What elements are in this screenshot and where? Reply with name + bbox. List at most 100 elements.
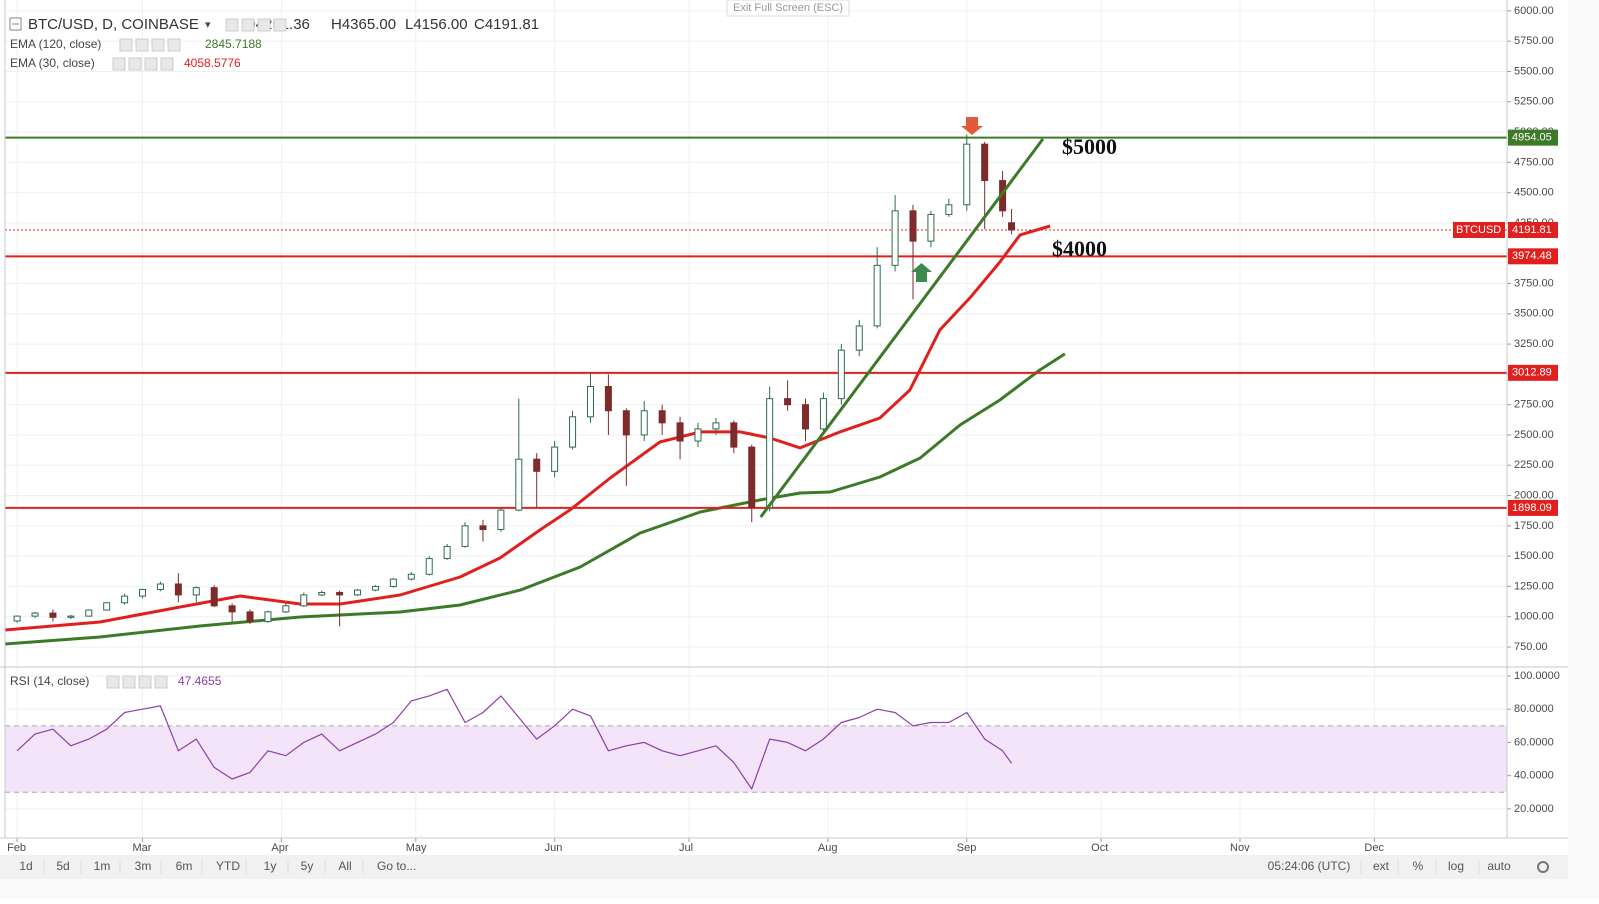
candle-body (318, 591, 326, 596)
ohlc: H4365.00 (331, 16, 396, 33)
range-button[interactable]: 5d (56, 859, 69, 873)
range-button[interactable]: 6m (176, 859, 193, 873)
price-tag (1508, 499, 1558, 516)
candle-body (192, 587, 200, 596)
legend-icon[interactable] (119, 38, 133, 52)
dropdown[interactable]: ▾ (205, 19, 211, 31)
candle-body (371, 585, 379, 591)
x-tick-label: Nov (1230, 842, 1250, 854)
candle-body (909, 210, 917, 242)
legend-icon[interactable] (167, 38, 181, 52)
y-tick-label: 80.0000 (1514, 703, 1554, 715)
candle-body (533, 458, 541, 472)
candle-body (1008, 222, 1016, 231)
footer (0, 879, 1599, 899)
candle-body (389, 578, 397, 587)
x-tick-label: Jul (679, 842, 693, 854)
legend-icon[interactable] (138, 675, 152, 689)
series-line (4, 224, 1051, 632)
down-arrow (961, 117, 983, 135)
candle-body (282, 605, 290, 613)
candle-body (712, 422, 720, 430)
option-button[interactable]: auto (1487, 859, 1511, 873)
candle-body (748, 446, 756, 509)
price-tag (1508, 129, 1558, 146)
ohlc: C4191.81 (474, 16, 539, 33)
legend-icon[interactable] (112, 57, 126, 71)
legend-icon[interactable] (122, 675, 136, 689)
candle-body (569, 416, 577, 448)
range-button[interactable]: All (338, 859, 351, 873)
candle-body (640, 410, 648, 436)
legend-icon[interactable] (151, 38, 165, 52)
y-tick-label: 6000.00 (1514, 5, 1554, 17)
plot: 4954.05 3974.48 3012.89 1898.09 BTCUSD 4191.8… (0, 0, 1568, 839)
legend-icon[interactable] (135, 38, 149, 52)
legend-value: 2845.7188 (205, 37, 262, 51)
candle-body (264, 611, 272, 623)
goto-button[interactable]: Go to... (377, 859, 416, 873)
candle-body (210, 587, 218, 607)
toolbar-items: 1d 5d 1m 3m 6m YTD 1y 5y All Go to... 05:24:06 (UT… (19, 859, 1549, 874)
settings-icon[interactable] (1537, 861, 1549, 873)
range-button[interactable]: 1m (94, 859, 111, 873)
x-tick-label: Sep (957, 842, 977, 854)
legend-icons (106, 18, 287, 689)
candle-body (694, 428, 702, 442)
candle-body (67, 615, 75, 618)
y-tick-label: 3750.00 (1514, 277, 1554, 289)
option-button[interactable]: log (1448, 859, 1464, 873)
candle-body (461, 525, 469, 547)
range-button[interactable]: 5y (301, 859, 314, 873)
candle-body (425, 558, 433, 575)
candle-body (784, 398, 792, 406)
legend-icon[interactable] (154, 675, 168, 689)
legend-icon[interactable] (160, 57, 174, 71)
range-button[interactable]: 1d (19, 859, 32, 873)
candle-body (891, 210, 899, 266)
x-tick-label: Oct (1091, 842, 1108, 854)
candle-body (336, 591, 344, 596)
legend-icon[interactable] (128, 57, 142, 71)
candle-body (407, 573, 415, 580)
y-tick-label: 3500.00 (1514, 308, 1554, 320)
legend-icon[interactable] (144, 57, 158, 71)
legend-icon[interactable] (241, 18, 255, 32)
x-tick-label: Apr (271, 842, 288, 854)
x-tick-label: Feb (7, 842, 26, 854)
candle-body (85, 609, 93, 617)
y-tick-label: 1000.00 (1514, 611, 1554, 623)
y-tick-label: 1750.00 (1514, 520, 1554, 532)
collapse-icon[interactable] (9, 17, 22, 31)
candle-body (479, 525, 487, 530)
legend-icon[interactable] (257, 18, 271, 32)
x-tick-label: Aug (818, 842, 838, 854)
legend-icon[interactable] (225, 18, 239, 32)
grid: 6000.005750.005500.005250.005000.004750.… (5, 0, 1560, 854)
y-tick-label: 60.0000 (1514, 736, 1554, 748)
trendline (759, 138, 1045, 518)
candle-body (300, 594, 308, 607)
option-button[interactable]: ext (1373, 859, 1390, 873)
y-tick-label: 4500.00 (1514, 187, 1554, 199)
range-button[interactable]: 3m (135, 859, 152, 873)
candle-body (927, 213, 935, 242)
x-tick-label: Mar (133, 842, 152, 854)
legend-value: 4058.5776 (184, 56, 241, 70)
exit-fullscreen-button[interactable] (726, 0, 850, 17)
candle-body (945, 204, 953, 215)
range-button[interactable]: 1y (264, 859, 277, 873)
option-button[interactable]: % (1413, 859, 1424, 873)
candle-body (604, 386, 612, 412)
price-tag-label: 1898.09 (1512, 502, 1552, 514)
candle-body (49, 612, 57, 618)
legend-icon[interactable] (106, 675, 120, 689)
candle-body (228, 605, 236, 613)
legend-icon[interactable] (273, 18, 287, 32)
series-line (4, 352, 1066, 646)
candle-body (586, 386, 594, 418)
range-button[interactable]: YTD (216, 859, 240, 873)
candle-body (246, 611, 254, 623)
candle-body (174, 583, 182, 596)
